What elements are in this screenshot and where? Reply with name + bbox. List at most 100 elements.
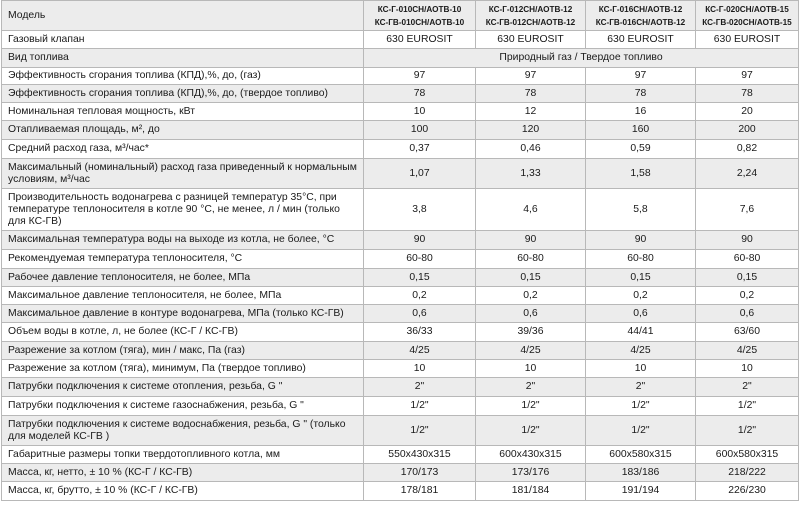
row-value: 1/2" [363,415,476,446]
row-label: Разрежение за котлом (тяга), минимум, Па… [1,359,364,378]
table-row: Производительность водонагрева с разнице… [1,188,799,231]
row-value: 60-80 [585,249,696,269]
model-name-line: КС-ГВ-016СН/АОТВ-12 [595,17,686,27]
row-label: Разрежение за котлом (тяга), мин / макс,… [1,341,364,360]
table-row: Отапливаемая площадь, м², до 100 120 160 200 [1,120,799,140]
row-label: Патрубки подключения к системе газоснабж… [1,396,364,416]
row-label: Эффективность сгорания топлива (КПД),%, … [1,67,364,85]
row-value: 16 [585,102,696,121]
row-value: 2" [363,377,476,397]
row-value: 97 [585,67,696,85]
row-value: 160 [585,120,696,140]
gas-valve-value: 630 EUROSIT [695,30,799,49]
table-row: Разрежение за котлом (тяга), минимум, Па… [1,359,799,378]
table-row: Максимальная температура воды на выходе … [1,230,799,250]
row-value: 60-80 [695,249,799,269]
model-name-line: КС-Г-010СН/АОТВ-10 [377,4,462,14]
row-value: 550x430x315 [363,445,476,464]
table-row: Максимальное давление в контуре водонагр… [1,304,799,323]
row-value: 1/2" [695,396,799,416]
model-header-row: Модель КС-Г-010СН/АОТВ-10 КС-ГВ-010СН/АО… [1,0,799,31]
row-value: 90 [475,230,586,250]
row-value: 120 [475,120,586,140]
row-value: 218/222 [695,463,799,482]
row-value: 0,82 [695,139,799,159]
row-value: 1/2" [475,396,586,416]
row-value: 5,8 [585,188,696,231]
row-label: Рекомендуемая температура теплоносителя,… [1,249,364,269]
table-row: Габаритные размеры топки твердотопливног… [1,445,799,464]
model-name-line: КС-ГВ-010СН/АОТВ-10 [374,17,465,27]
row-value: 0,2 [585,286,696,305]
row-value: 181/184 [475,481,586,501]
row-value: 97 [363,67,476,85]
row-label: Габаритные размеры топки твердотопливног… [1,445,364,464]
row-value: 0,15 [363,268,476,287]
row-value: 178/181 [363,481,476,501]
row-value: 2" [695,377,799,397]
model-name-4: КС-Г-020СН/АОТВ-15 КС-ГВ-020СН/АОТВ-15 [695,0,799,31]
row-value: 4/25 [585,341,696,360]
row-value: 39/36 [475,322,586,342]
row-value: 1/2" [585,396,696,416]
row-value: 44/41 [585,322,696,342]
row-value: 600x430x315 [475,445,586,464]
row-value: 60-80 [475,249,586,269]
model-name-line: КС-Г-016СН/АОТВ-12 [598,4,683,14]
row-value: 173/176 [475,463,586,482]
row-value: 1,07 [363,158,476,189]
table-row: Масса, кг, брутто, ± 10 % (КС-Г / КС-ГВ)… [1,481,799,501]
row-value: 78 [363,84,476,103]
row-value: 2,24 [695,158,799,189]
row-value: 0,15 [695,268,799,287]
table-row: Номинальная тепловая мощность, кВт 10 12 16… [1,102,799,121]
row-label: Номинальная тепловая мощность, кВт [1,102,364,121]
row-label: Патрубки подключения к системе водоснабж… [1,415,364,446]
row-value: 4/25 [363,341,476,360]
row-value: 60-80 [363,249,476,269]
table-row: Патрубки подключения к системе водоснабж… [1,415,799,446]
model-name-line: КС-Г-012СН/АОТВ-12 [488,4,573,14]
table-row: Патрубки подключения к системе отопления… [1,377,799,397]
row-value: 170/173 [363,463,476,482]
row-value: 90 [363,230,476,250]
model-label: Модель [1,0,364,31]
row-value: 20 [695,102,799,121]
row-value: 10 [695,359,799,378]
model-name-3: КС-Г-016СН/АОТВ-12 КС-ГВ-016СН/АОТВ-12 [585,0,696,31]
row-label: Максимальное давление теплоносителя, не … [1,286,364,305]
row-value: 10 [475,359,586,378]
row-value: 1,58 [585,158,696,189]
fuel-type-value: Природный газ / Твердое топливо [363,48,799,68]
row-label: Патрубки подключения к системе отопления… [1,377,364,397]
table-row: Эффективность сгорания топлива (КПД),%, … [1,67,799,85]
row-value: 97 [695,67,799,85]
row-value: 97 [475,67,586,85]
fuel-type-label: Вид топлива [1,48,364,68]
row-value: 10 [585,359,696,378]
gas-valve-value: 630 EUROSIT [585,30,696,49]
row-value: 0,6 [585,304,696,323]
row-value: 0,15 [585,268,696,287]
row-value: 0,2 [363,286,476,305]
model-name-line: КС-ГВ-020СН/АОТВ-15 [702,17,792,27]
row-value: 90 [695,230,799,250]
table-row: Патрубки подключения к системе газоснабж… [1,396,799,416]
row-value: 1/2" [475,415,586,446]
row-value: 600x580x315 [695,445,799,464]
model-name-2: КС-Г-012СН/АОТВ-12 КС-ГВ-012СН/АОТВ-12 [475,0,586,31]
row-value: 1/2" [585,415,696,446]
row-value: 1,33 [475,158,586,189]
row-value: 7,6 [695,188,799,231]
gas-valve-value: 630 EUROSIT [475,30,586,49]
row-value: 0,46 [475,139,586,159]
row-value: 78 [475,84,586,103]
row-value: 0,6 [475,304,586,323]
gas-valve-row: Газовый клапан 630 EUROSIT 630 EUROSIT 6… [1,30,799,49]
row-value: 200 [695,120,799,140]
row-label: Максимальная температура воды на выходе … [1,230,364,250]
row-label: Средний расход газа, м³/час* [1,139,364,159]
table-row: Масса, кг, нетто, ± 10 % (КС-Г / КС-ГВ) 1… [1,463,799,482]
row-label: Максимальное давление в контуре водонагр… [1,304,364,323]
row-value: 10 [363,359,476,378]
